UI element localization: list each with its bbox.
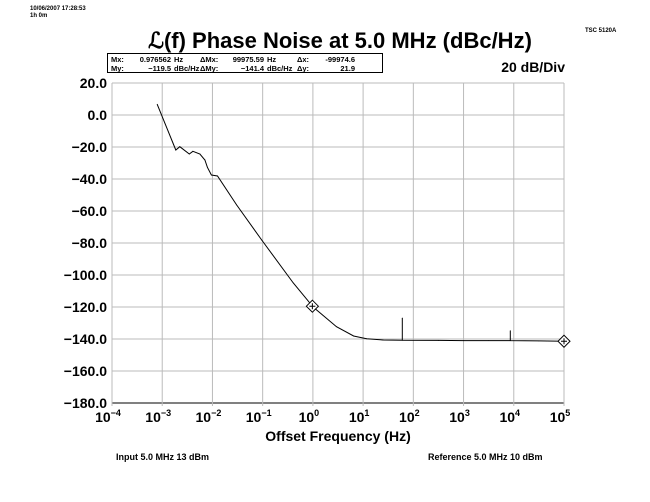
marker-readout-field: ΔMy: [200, 64, 219, 73]
x-tick-label: 10−3 [145, 408, 171, 425]
marker-readout-field: Δx: [297, 55, 310, 64]
marker-readout-field: −119.5 [148, 64, 171, 73]
x-tick-base: 10 [349, 409, 365, 425]
x-tick-exponent: 2 [415, 408, 420, 418]
marker-readout-field: My: [111, 64, 124, 73]
y-tick-label: −160.0 [64, 363, 107, 379]
data-point [438, 340, 439, 341]
y-tick-label: −20.0 [72, 139, 108, 155]
marker-readout-field: 0.976562 [139, 55, 171, 64]
marker-readout-field: ΔMx: [200, 55, 219, 64]
marker-readout-field: Δy: [297, 64, 310, 73]
x-tick-exponent: 1 [364, 408, 369, 418]
data-point [382, 339, 384, 341]
x-tick-exponent: 3 [465, 408, 470, 418]
x-tick-label: 103 [449, 408, 470, 425]
x-tick-label: 105 [550, 408, 571, 425]
marker-readout-field: Mx: [111, 55, 124, 64]
data-point [217, 175, 218, 177]
x-tick-label: 10−4 [95, 408, 121, 425]
marker-2 [557, 334, 571, 348]
data-point [509, 340, 511, 341]
y-tick-label: −140.0 [64, 331, 107, 347]
data-point [175, 149, 177, 151]
x-tick-label: 104 [499, 408, 520, 425]
data-point [261, 239, 263, 241]
x-tick-base: 10 [95, 409, 111, 425]
y-tick-label: 0.0 [88, 107, 108, 123]
marker-readout-field: Hz [267, 55, 277, 64]
x-tick-base: 10 [550, 409, 566, 425]
chart-title: ℒ(f) Phase Noise at 5.0 MHz (dBc/Hz) [148, 28, 532, 53]
marker-readout: Mx: 0.976562 Hz ΔMx: 99975.59 Hz Δx: -99974.6 My… [107, 53, 383, 73]
data-point [353, 335, 354, 337]
data-point [204, 159, 206, 161]
marker-readout-field: Hz [174, 55, 184, 64]
marker-cross-icon [309, 303, 316, 310]
plot-area: 20.0 0.0 −20.0 −40.0 −60.0 −80.0 −100.0 −120.0 −… [64, 75, 571, 425]
timestamp-block: 10/06/2007 17:28:53 1h 0m [30, 6, 86, 20]
x-tick-base: 10 [196, 409, 212, 425]
x-tick-base: 10 [145, 409, 161, 425]
x-tick-label: 100 [299, 408, 320, 425]
y-tick-label: −40.0 [72, 171, 108, 187]
x-tick-base: 10 [399, 409, 415, 425]
x-tick-exponent: 5 [565, 408, 570, 418]
x-tick-label: 101 [349, 408, 370, 425]
data-point [156, 103, 158, 105]
data-point [292, 282, 294, 284]
x-tick-base: 10 [246, 409, 262, 425]
data-point [192, 150, 194, 152]
x-tick-label: 102 [399, 408, 420, 425]
scale-label: 20 dB/Div [501, 59, 565, 75]
reference-info: Reference 5.0 MHz 10 dBm [428, 452, 543, 462]
y-tick-label: −100.0 [64, 267, 107, 283]
data-point [401, 317, 403, 319]
data-point [188, 153, 190, 155]
x-tick-exponent: 4 [515, 408, 520, 418]
data-point [401, 339, 403, 341]
x-tick-base: 10 [499, 409, 515, 425]
marker-readout-field: 99975.59 [232, 55, 264, 64]
y-tick-label: −120.0 [64, 299, 107, 315]
data-point [538, 340, 540, 342]
data-point [199, 153, 201, 155]
x-tick-label: 10−1 [246, 408, 272, 425]
marker-1 [305, 299, 320, 313]
marker-readout-field: -99974.6 [325, 55, 355, 64]
data-point [336, 326, 337, 328]
x-tick-exponent: 0 [314, 408, 319, 418]
marker-readout-field: dBc/Hz [174, 64, 200, 73]
data-point [463, 340, 464, 341]
x-axis-label: Offset Frequency (Hz) [265, 428, 411, 444]
data-point [179, 146, 181, 148]
marker-readout-field: dBc/Hz [267, 64, 293, 73]
timestamp: 10/06/2007 17:28:53 [30, 6, 86, 12]
x-tick-exponent: −4 [111, 408, 121, 418]
x-tick-exponent: −3 [161, 408, 171, 418]
data-point [509, 330, 511, 332]
y-tick-label: 20.0 [80, 75, 107, 91]
input-info: Input 5.0 MHz 13 dBm [116, 452, 210, 462]
y-tick-label: −80.0 [72, 235, 108, 251]
data-point [207, 166, 208, 168]
x-tick-base: 10 [299, 409, 315, 425]
marker-cross-icon [561, 338, 567, 345]
y-tick-label: −180.0 [64, 395, 107, 411]
elapsed-time: 1h 0m [30, 13, 48, 19]
x-tick-label: 10−2 [196, 408, 222, 425]
y-tick-label: −60.0 [72, 203, 108, 219]
x-tick-exponent: −2 [211, 408, 221, 418]
marker-readout-field: 21.9 [340, 64, 355, 73]
marker-readout-field: −141.4 [240, 64, 264, 73]
data-point [236, 204, 237, 206]
x-tick-exponent: −1 [261, 408, 271, 418]
data-point [366, 338, 368, 340]
instrument-name: TSC 5120A [585, 28, 617, 34]
data-point [488, 340, 490, 341]
series-line [156, 104, 565, 342]
data-point [211, 174, 212, 176]
x-tick-base: 10 [449, 409, 465, 425]
